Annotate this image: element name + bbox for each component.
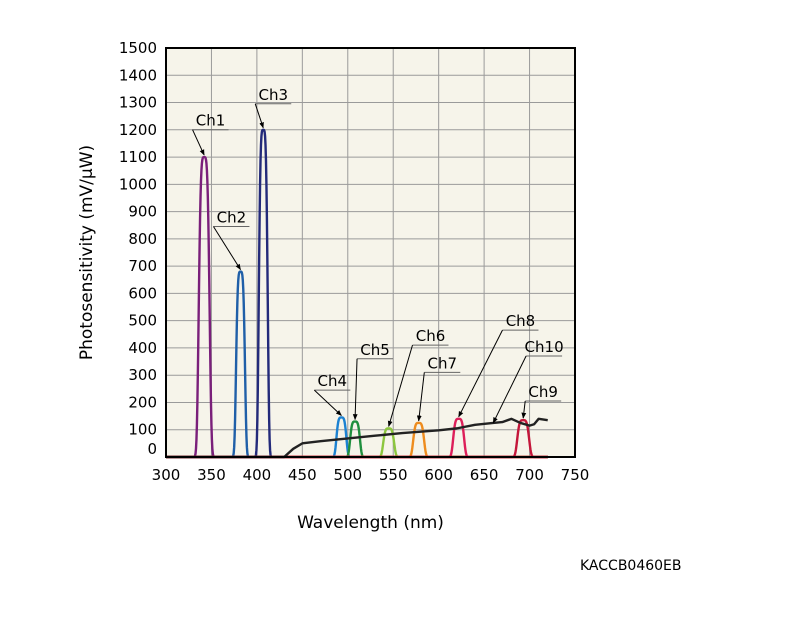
y-tick-label: 300 bbox=[128, 366, 157, 384]
y-tick-label: 700 bbox=[128, 257, 157, 275]
y-tick-label: 100 bbox=[128, 421, 157, 439]
x-tick-label: 550 bbox=[379, 466, 408, 484]
x-tick-label: 500 bbox=[333, 466, 362, 484]
label-ch2: Ch2 bbox=[217, 209, 247, 227]
leader-ch4 bbox=[313, 389, 342, 416]
x-tick-label: 450 bbox=[288, 466, 317, 484]
x-tick-label: 750 bbox=[561, 466, 590, 484]
y-tick-label: 600 bbox=[128, 284, 157, 302]
x-tick-label: 600 bbox=[424, 466, 453, 484]
x-tick-label: 300 bbox=[152, 466, 181, 484]
label-ch5: Ch5 bbox=[360, 341, 390, 359]
leader-ch3 bbox=[254, 103, 264, 129]
label-ch7: Ch7 bbox=[428, 354, 458, 372]
plot-frame bbox=[165, 47, 576, 458]
leader-ch1 bbox=[192, 129, 205, 156]
leader-ch9 bbox=[521, 400, 527, 419]
label-ch8: Ch8 bbox=[506, 312, 536, 330]
y-tick-label: 1000 bbox=[119, 175, 157, 193]
label-ch10: Ch10 bbox=[525, 338, 564, 356]
label-ch1: Ch1 bbox=[196, 112, 226, 130]
curve-ch10 bbox=[166, 417, 548, 459]
y-tick-label: 1500 bbox=[119, 39, 157, 57]
y-tick-label: 1400 bbox=[119, 66, 157, 84]
leader-ch6 bbox=[387, 344, 413, 427]
channel-labels: Ch1 Ch2 Ch3 Ch4 Ch5 Ch6 Ch7 Ch8 Ch9 Ch10 bbox=[192, 86, 564, 427]
x-tick-label: 400 bbox=[243, 466, 272, 484]
y-tick-label: 1200 bbox=[119, 121, 157, 139]
x-tick-label: 650 bbox=[470, 466, 499, 484]
grid bbox=[166, 48, 575, 457]
label-ch9: Ch9 bbox=[528, 383, 558, 401]
plot-background bbox=[166, 48, 575, 457]
label-ch3: Ch3 bbox=[258, 86, 288, 104]
y-tick-label: 1300 bbox=[119, 94, 157, 112]
figure-code: KACCB0460EB bbox=[580, 558, 682, 574]
label-ch6: Ch6 bbox=[416, 327, 446, 345]
y-tick-label: 900 bbox=[128, 203, 157, 221]
leader-ch2 bbox=[213, 226, 241, 271]
leader-ch10 bbox=[492, 355, 527, 424]
leader-ch7 bbox=[416, 372, 425, 422]
y-tick-label: 0 bbox=[147, 440, 157, 458]
y-tick-label: 800 bbox=[128, 230, 157, 248]
x-axis-title: Wavelength (nm) bbox=[297, 513, 444, 533]
x-tick-label: 350 bbox=[197, 466, 226, 484]
y-tick-label: 400 bbox=[128, 339, 157, 357]
leader-ch8 bbox=[458, 329, 503, 418]
y-tick-label: 1100 bbox=[119, 148, 157, 166]
x-tick-label: 700 bbox=[515, 466, 544, 484]
y-tick-label: 200 bbox=[128, 393, 157, 411]
y-axis-title: Photosensitivity (mV/μW) bbox=[77, 145, 97, 360]
leader-ch5 bbox=[352, 358, 358, 421]
label-ch4: Ch4 bbox=[318, 372, 348, 390]
y-tick-label: 500 bbox=[128, 312, 157, 330]
